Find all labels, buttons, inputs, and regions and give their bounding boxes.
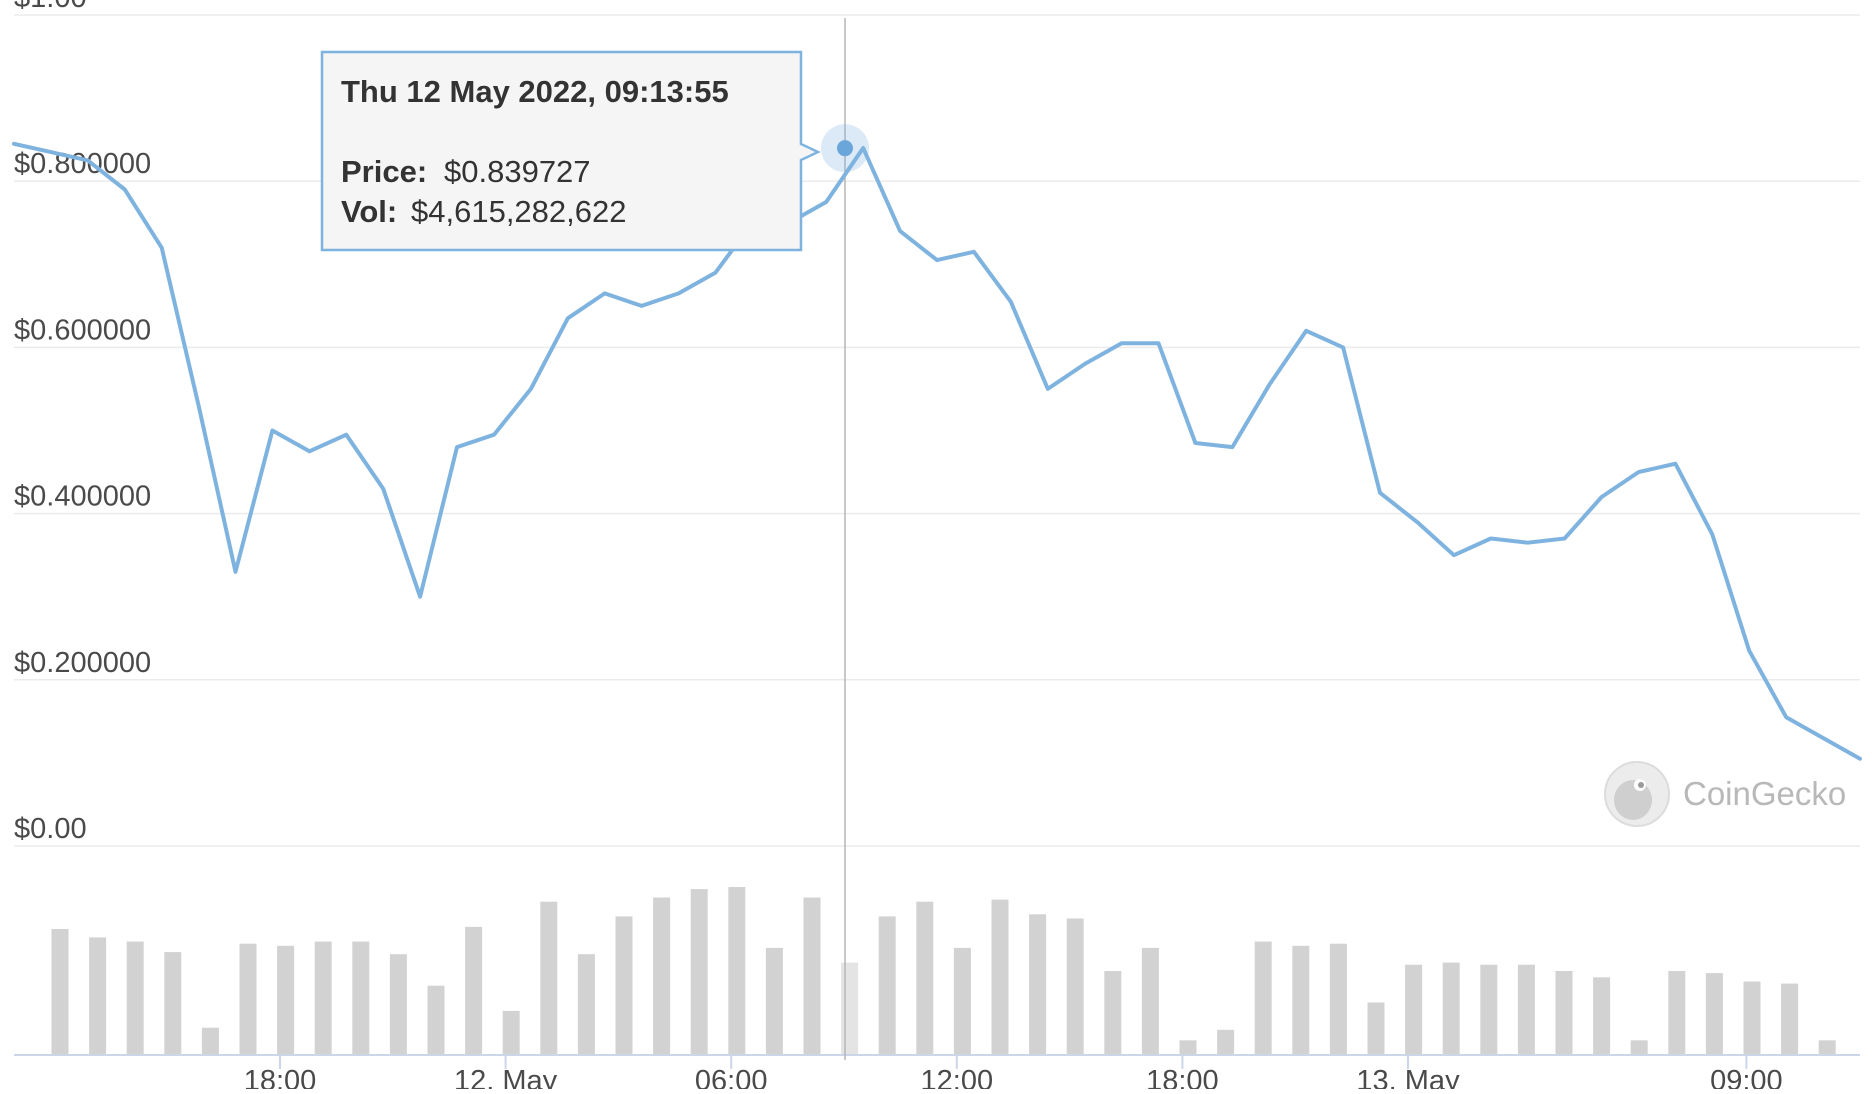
- x-axis: 18:00 12. May 06:00 12:00 18:00 13. May 09:00: [14, 1054, 1860, 1094]
- coingecko-watermark-text: CoinGecko: [1683, 775, 1846, 812]
- volume-bar: [1630, 1040, 1648, 1055]
- volume-bar: [1818, 1040, 1836, 1055]
- volume-bar: [1066, 918, 1084, 1055]
- volume-bar: [89, 937, 107, 1055]
- price-tooltip: Thu 12 May 2022, 09:13:55 Price: $0.8397…: [320, 50, 821, 252]
- volume-bar: [352, 941, 370, 1055]
- volume-bar: [465, 926, 483, 1055]
- volume-bar: [427, 985, 445, 1055]
- volume-bar: [765, 947, 783, 1055]
- volume-bar: [502, 1010, 520, 1055]
- y-tick-label: $0.200000: [14, 647, 151, 679]
- tooltip-volume-value: $4,615,282,622: [411, 194, 627, 229]
- volume-bar: [1029, 914, 1047, 1055]
- x-tick-label: 12:00: [921, 1065, 994, 1089]
- y-tick-label: $0.800000: [14, 148, 151, 180]
- volume-bar: [916, 901, 934, 1055]
- volume-bars: [51, 887, 1836, 1055]
- volume-bar: [1555, 971, 1573, 1055]
- volume-bar: [1480, 964, 1498, 1055]
- tooltip-datetime: Thu 12 May 2022, 09:13:55: [341, 74, 729, 109]
- price-series-line: [12, 141, 1862, 761]
- volume-bar: [577, 954, 595, 1055]
- tooltip-box: [320, 50, 821, 252]
- volume-bar: [277, 945, 295, 1055]
- volume-bar: [728, 887, 746, 1055]
- volume-bar: [201, 1027, 219, 1055]
- x-tick-label: 18:00: [244, 1065, 317, 1089]
- volume-bar: [1743, 981, 1761, 1055]
- volume-bar: [540, 901, 558, 1055]
- volume-bar: [1405, 964, 1423, 1055]
- volume-bar: [1367, 1002, 1385, 1055]
- x-tick-label: 12. May: [454, 1065, 558, 1089]
- tooltip-price-value: $0.839727: [444, 154, 591, 189]
- volume-bar: [164, 952, 182, 1055]
- volume-bar: [126, 941, 144, 1055]
- volume-bar: [1104, 971, 1122, 1055]
- volume-bar: [1593, 977, 1611, 1055]
- volume-bar: [1329, 943, 1347, 1055]
- gecko-pupil-shape: [1638, 782, 1644, 788]
- volume-bar: [1517, 964, 1535, 1055]
- hover-point[interactable]: [821, 124, 869, 173]
- volume-bar: [51, 929, 69, 1055]
- volume-bar: [878, 916, 896, 1055]
- volume-bar: [1668, 971, 1686, 1055]
- tooltip-price-label: Price:: [341, 154, 427, 189]
- gecko-head-shape: [1614, 780, 1652, 820]
- volume-bar: [1217, 1029, 1235, 1055]
- volume-bar: [803, 897, 821, 1055]
- y-tick-label: $0.600000: [14, 314, 151, 346]
- volume-bar: [1442, 962, 1460, 1055]
- volume-bar: [239, 943, 257, 1055]
- y-tick-label: $0.00: [14, 813, 87, 845]
- volume-bar: [615, 916, 633, 1055]
- volume-bar: [1179, 1040, 1197, 1055]
- x-tick-label: 06:00: [695, 1065, 768, 1089]
- volume-bar: [1141, 947, 1159, 1055]
- volume-bar: [1292, 945, 1310, 1055]
- x-tick-label: 13. May: [1356, 1065, 1460, 1089]
- y-tick-label: $1.00: [14, 0, 87, 14]
- volume-bar: [653, 897, 671, 1055]
- y-axis-labels: $1.00 $0.800000 $0.600000 $0.400000 $0.20000…: [14, 0, 151, 845]
- volume-bar: [953, 947, 971, 1055]
- y-tick-label: $0.400000: [14, 481, 151, 513]
- volume-bar: [841, 962, 859, 1055]
- x-tick-label: 09:00: [1710, 1065, 1783, 1089]
- volume-bar: [389, 954, 407, 1055]
- volume-bar: [1705, 973, 1723, 1055]
- volume-bar: [690, 889, 708, 1055]
- tooltip-volume-label: Vol:: [341, 194, 397, 229]
- coingecko-watermark: CoinGecko: [1604, 761, 1846, 827]
- volume-bar: [314, 941, 332, 1055]
- volume-bar: [1254, 941, 1272, 1055]
- volume-bar: [1781, 983, 1799, 1055]
- x-tick-label: 18:00: [1146, 1065, 1219, 1089]
- volume-bar: [991, 899, 1009, 1055]
- hover-point-marker[interactable]: [837, 140, 853, 157]
- grid-layer: [14, 14, 1860, 847]
